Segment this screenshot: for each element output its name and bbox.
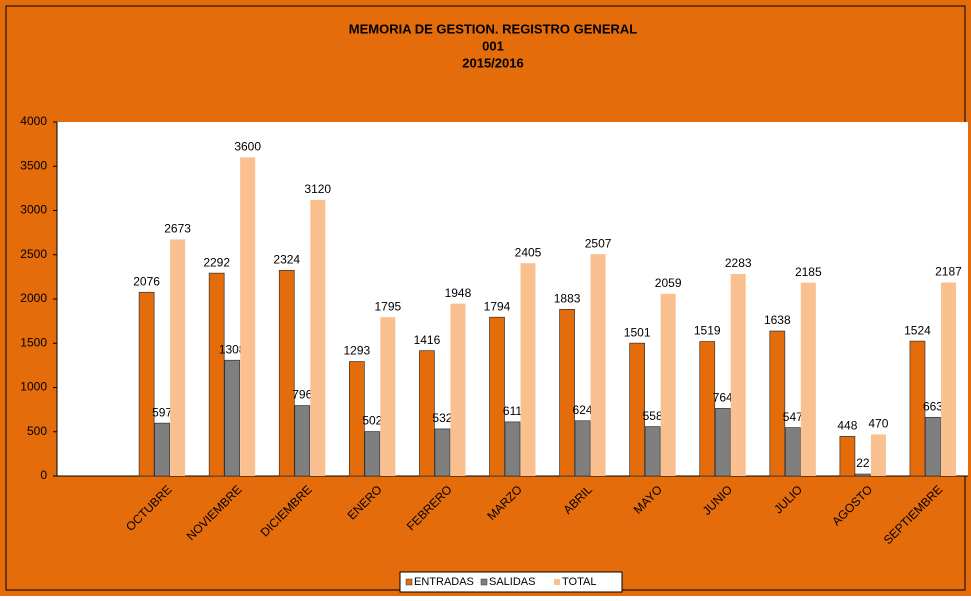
bar — [784, 427, 801, 477]
legend-label: ENTRADAS — [414, 576, 474, 588]
value-label: 2059 — [655, 276, 682, 290]
y-tick-label: 2500 — [20, 247, 47, 261]
value-label: 2673 — [164, 222, 191, 236]
value-label: 558 — [643, 409, 663, 423]
value-label: 2283 — [725, 256, 752, 270]
bar — [504, 421, 521, 477]
bar — [559, 309, 575, 477]
value-label: 532 — [432, 411, 452, 425]
bar — [278, 269, 295, 477]
plot-area — [57, 122, 968, 476]
bar — [660, 293, 676, 476]
value-label: 2507 — [585, 236, 612, 250]
value-label: 502 — [362, 414, 382, 428]
bar — [310, 199, 326, 476]
y-tick-label: 3500 — [20, 158, 47, 172]
value-label: 1795 — [374, 299, 401, 313]
value-label: 764 — [713, 391, 733, 405]
value-label: 3120 — [304, 182, 331, 196]
value-label: 448 — [837, 419, 857, 433]
bar — [800, 282, 816, 476]
value-label: 2292 — [203, 255, 230, 269]
bar — [590, 254, 606, 476]
bar — [450, 303, 466, 476]
value-label: 2187 — [935, 265, 962, 279]
value-label: 1638 — [764, 313, 791, 327]
value-label: 663 — [923, 399, 943, 413]
bar — [240, 157, 256, 476]
value-label: 1308 — [219, 342, 246, 356]
bar — [348, 361, 365, 477]
value-label: 1293 — [343, 344, 370, 358]
bar — [224, 359, 241, 477]
bar — [154, 422, 170, 477]
value-label: 22 — [856, 456, 870, 470]
value-label: 1794 — [484, 299, 511, 313]
bar — [574, 420, 591, 477]
y-tick-label: 1500 — [20, 335, 47, 349]
bar — [138, 291, 155, 477]
bar — [419, 350, 435, 477]
legend-label: TOTAL — [562, 576, 596, 588]
legend-label: SALIDAS — [489, 576, 535, 588]
bar — [699, 341, 716, 477]
y-tick-label: 3000 — [20, 203, 47, 217]
value-label: 1416 — [414, 333, 441, 347]
bar — [730, 273, 746, 476]
value-label: 624 — [573, 403, 593, 417]
bar — [839, 436, 856, 477]
bar — [170, 239, 186, 476]
bar — [644, 426, 661, 477]
value-label: 2405 — [515, 245, 542, 259]
y-tick-label: 1000 — [20, 380, 47, 394]
bar — [909, 340, 926, 477]
bar — [434, 428, 451, 477]
value-label: 3600 — [234, 140, 261, 154]
y-tick-label: 500 — [27, 424, 47, 438]
value-label: 796 — [292, 388, 312, 402]
bar — [380, 317, 396, 476]
legend-box — [399, 571, 623, 593]
bar — [629, 342, 646, 477]
chart-title: MEMORIA DE GESTION. REGISTRO GENERAL — [349, 21, 637, 36]
y-tick-label: 2000 — [20, 291, 47, 305]
value-label: 597 — [152, 405, 172, 419]
value-label: 2185 — [795, 265, 822, 279]
bar — [925, 416, 941, 477]
y-tick-label: 0 — [40, 468, 47, 482]
bar — [208, 272, 225, 477]
bar — [769, 330, 786, 477]
bar — [714, 408, 731, 477]
value-label: 1948 — [445, 286, 472, 300]
chart-period: 2015/2016 — [462, 55, 523, 70]
value-label: 1524 — [904, 323, 931, 337]
value-label: 1501 — [624, 325, 651, 339]
bar — [364, 431, 381, 477]
bar — [855, 473, 871, 477]
bar — [940, 282, 956, 476]
y-tick-label: 4000 — [20, 114, 47, 128]
value-label: 611 — [503, 404, 522, 418]
chart-subtitle: 001 — [482, 38, 504, 53]
legend-swatch — [405, 578, 413, 586]
value-label: 1883 — [554, 292, 581, 306]
value-label: 1519 — [694, 324, 721, 338]
bar — [870, 434, 886, 476]
value-label: 547 — [783, 410, 803, 424]
value-label: 2076 — [133, 274, 160, 288]
legend-swatch — [554, 579, 560, 585]
value-label: 470 — [868, 417, 888, 431]
legend-swatch — [480, 578, 488, 586]
bar — [520, 263, 536, 476]
value-label: 2324 — [273, 252, 300, 266]
bar — [294, 405, 311, 477]
bar — [489, 316, 505, 477]
